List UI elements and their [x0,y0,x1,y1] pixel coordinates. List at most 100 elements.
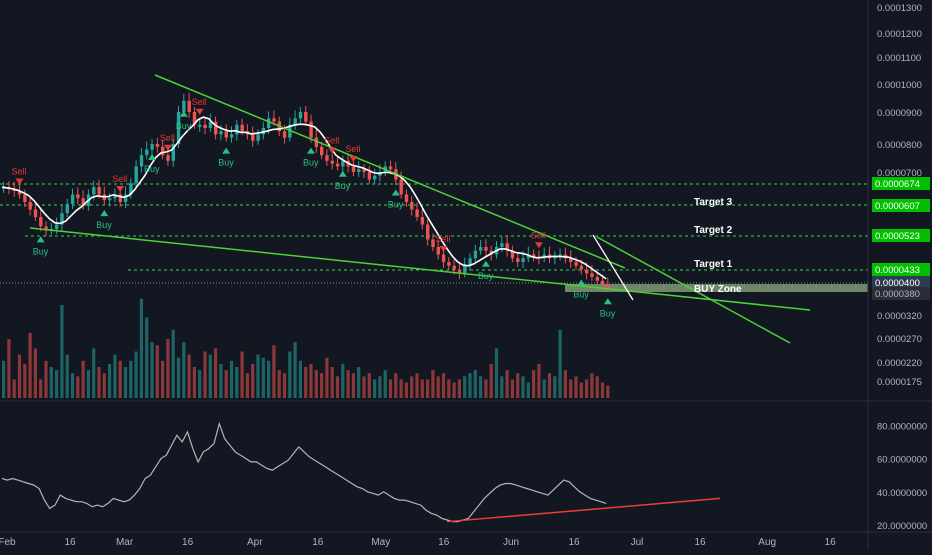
volume-bar [44,360,48,398]
candle-body [320,146,324,156]
price-axis-tick: 0.0000175 [877,377,922,388]
volume-bar [388,379,393,398]
volume-bar [123,367,128,398]
volume-bar [600,382,605,398]
volume-bar [298,360,302,398]
candle-body [441,254,446,262]
candle-body [192,112,197,125]
candle-body [526,254,531,259]
candle-body [97,187,101,195]
sell-signal-arrow [116,186,125,192]
candle-body [65,203,69,214]
volume-bar [330,367,334,398]
price-axis-tick: 0.0000270 [877,334,922,345]
candle-body [521,258,525,262]
volume-bar [145,317,149,398]
volume-bar [489,363,493,398]
price-tag-target-3-text: 0.0000674 [875,179,920,190]
volume-bar [367,373,371,398]
candle-body [325,155,329,161]
candle-body [219,131,223,135]
time-axis-tick: Apr [247,537,263,548]
rsi-axis-tick: 20.0000000 [877,521,927,532]
volume-bar [441,373,446,398]
price-tag-target-2-text: 0.0000607 [875,201,920,212]
volume-bar [415,373,419,398]
buy-signal-arrow [338,170,347,177]
time-axis-tick: May [371,537,390,548]
candle-body [510,250,515,259]
candle-body [436,247,440,255]
sell-signal-label: Sell [112,174,127,184]
volume-bar [187,354,191,398]
volume-bar [452,382,456,398]
buy-signal-label: Buy [176,121,192,131]
candle-body [367,172,372,180]
candle-body [600,280,605,285]
rsi-axis-tick: 80.0000000 [877,421,927,432]
rsi-line [1,421,607,523]
volume-bar [357,367,361,398]
label-target-2: Target 2 [694,225,733,236]
volume-bar [542,379,546,398]
sell-signal-arrow [328,147,337,154]
candle-body [150,144,154,150]
volume-bar [521,376,525,398]
volume-bar [585,379,589,398]
price-tag-target-1: 0.0000523 [872,229,930,242]
candle-body [113,194,117,199]
buy-signal-arrow [603,298,612,305]
buy-signal-label: Buy [573,290,589,300]
time-axis-tick: Jul [631,537,644,548]
sell-signal-arrow [439,246,448,252]
buy-signal-arrow [577,279,586,286]
sell-signal-label: Sell [345,144,360,154]
volume-bar [436,376,440,398]
candle-body [81,198,85,206]
candle-body [28,202,32,210]
candle-body [171,144,175,161]
volume-bar [129,360,133,398]
candle-body [426,224,430,240]
volume-bar [23,363,27,398]
volume-bar [288,351,292,398]
volume-bar [17,354,22,398]
price-tag-target-3: 0.0000674 [872,177,930,190]
candle-body [500,243,504,247]
volume-bar [118,360,122,398]
volume-bar [532,370,536,398]
price-axis-tick: 0.0000320 [877,311,922,322]
time-axis-tick: 16 [694,537,706,548]
candle-body [60,213,64,225]
candle-body [187,100,191,112]
candle-body [505,243,509,251]
candle-body [335,163,340,167]
candle-body [399,179,403,195]
sell-signal-label: Sell [12,167,27,177]
candle-body [553,256,557,259]
candle-body [362,169,366,172]
price-tag-zone-bottom: 0.0000380 [872,287,930,300]
volume-bar [86,370,90,398]
price-axis-tick: 0.0000900 [877,108,922,119]
candle-body [595,277,599,281]
buy-signal-label: Buy [33,246,49,256]
volume-bar [150,342,154,398]
candle-body [447,262,451,266]
sell-signal-label: Sell [436,234,451,244]
volume-bar [65,354,69,398]
volume-bar [2,360,6,398]
volume-bar [394,373,398,398]
sell-signal-arrow [163,144,172,151]
volume-bar [351,373,355,398]
candle-body [431,239,435,247]
volume-bar [240,351,244,398]
volume-bar [399,379,403,398]
price-axis-tick: 0.0001300 [877,3,922,14]
volume-bar [569,379,573,398]
candle-body [585,269,589,274]
volume-bar [383,370,387,398]
volume-bar [155,345,159,398]
volume-bar [304,367,308,398]
